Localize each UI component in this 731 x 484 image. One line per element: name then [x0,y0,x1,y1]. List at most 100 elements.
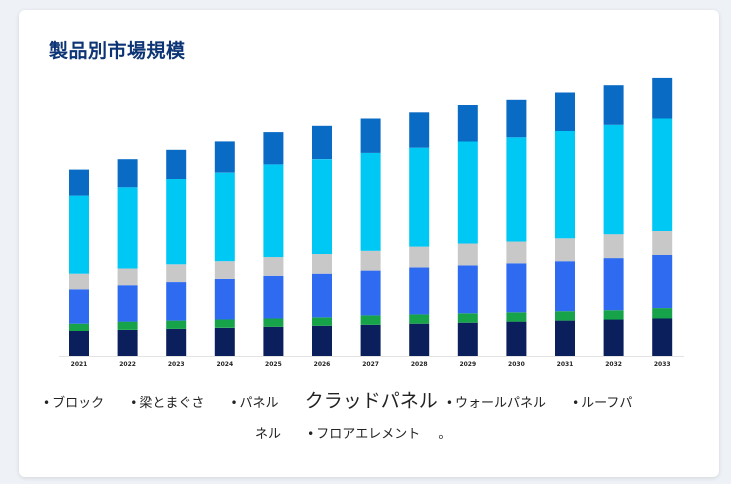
bar-segment-2028-3[interactable] [409,246,430,268]
bar-segment-2029-0[interactable] [457,322,478,356]
bar-segment-2021-3[interactable] [69,273,89,290]
bar-segment-2028-4[interactable] [409,147,430,247]
bar-segment-2029-5[interactable] [457,105,478,142]
bar-segment-2025-0[interactable] [263,326,284,356]
bar-segment-2032-4[interactable] [603,124,624,235]
bar-segment-2023-3[interactable] [166,264,187,282]
bar-segment-2026-2[interactable] [312,273,332,318]
bar-segment-2030-1[interactable] [506,312,527,322]
bar-segment-2024-4[interactable] [214,172,235,262]
legend-item-beam[interactable]: • 梁とまぐさ [130,388,204,419]
legend-item-block[interactable]: • ブロック [43,388,104,419]
bar-segment-2023-1[interactable] [166,320,187,329]
bar-segment-2022-1[interactable] [117,321,138,330]
bar-segment-2033-1[interactable] [652,308,673,319]
bar-segment-2025-3[interactable] [263,257,284,276]
bar-segment-2026-3[interactable] [312,253,332,274]
bar-segment-2026-5[interactable] [312,125,332,160]
bar-segment-2023-4[interactable] [166,178,187,265]
bar-segment-2022-3[interactable] [117,268,138,286]
bar-segment-2032-3[interactable] [603,234,624,259]
bar-segment-2024-1[interactable] [214,319,235,328]
bar-segment-2032-2[interactable] [603,258,624,311]
bar-segment-2025-1[interactable] [263,318,284,327]
bar-segment-2025-2[interactable] [263,275,284,319]
page-title: 製品別市場規模 [49,40,186,62]
bar-segment-2027-5[interactable] [360,118,381,153]
bar-segment-2021-2[interactable] [69,289,89,324]
bar-segment-2033-3[interactable] [652,231,673,255]
bar-segment-2023-5[interactable] [166,149,187,179]
bar-segment-2031-3[interactable] [555,238,575,262]
x-tick-label: 2021 [71,361,88,368]
bar-segment-2029-4[interactable] [457,141,478,244]
bar-segment-2031-4[interactable] [555,131,575,239]
legend-bullet: • [130,396,138,410]
x-tick-label: 2033 [654,361,671,368]
bar-segment-2027-2[interactable] [360,270,381,316]
x-tick-label: 2027 [362,361,379,368]
bar-segment-2029-3[interactable] [457,243,478,266]
bar-segment-2032-5[interactable] [603,85,624,125]
bar-segment-2027-4[interactable] [360,152,381,251]
bar-segment-2027-1[interactable] [360,315,381,325]
bar-segment-2022-4[interactable] [117,187,138,269]
bar-segment-2028-0[interactable] [409,323,430,356]
bar-segment-2030-4[interactable] [506,137,527,242]
legend-bullet: • [572,396,580,410]
bar-segment-2028-2[interactable] [409,267,430,315]
bar-segment-2024-2[interactable] [214,278,235,320]
legend-item-roof-panel-cont[interactable]: ネル [255,420,281,450]
bar-segment-2026-0[interactable] [312,325,332,356]
bar-segment-2030-0[interactable] [506,321,527,356]
legend-item-floor-element[interactable]: • フロアエレメント [307,419,420,450]
bar-segment-2029-2[interactable] [457,265,478,314]
chart-card: 製品別市場規模 2021 2022 2023 2024 2025 2026 2027 2028… [19,10,719,477]
bar-segment-2023-2[interactable] [166,282,187,321]
bar-segment-2033-5[interactable] [652,77,673,119]
legend-bullet: • [307,427,315,441]
bar-segment-2030-5[interactable] [506,99,527,138]
bar-segment-2033-4[interactable] [652,118,673,232]
legend-label: ウォールパネル [454,396,546,411]
bar-segment-2021-1[interactable] [69,323,89,331]
bar-segment-2028-1[interactable] [409,314,430,324]
bar-segment-2033-0[interactable] [652,318,673,357]
bar-segment-2029-1[interactable] [457,313,478,323]
bar-segment-2032-1[interactable] [603,310,624,320]
bar-segment-2022-5[interactable] [117,159,138,188]
bar-segment-2022-2[interactable] [117,285,138,322]
bar-segment-2024-3[interactable] [214,261,235,279]
bar-segment-2025-4[interactable] [263,164,284,258]
bar-segment-2028-5[interactable] [409,112,430,148]
legend-item-wall-panel[interactable]: • ウォールパネル [446,388,546,419]
bar-segment-2022-0[interactable] [117,330,138,356]
legend-item-roof-panel[interactable]: • ルーフパ [572,388,632,419]
legend-item-panel[interactable]: • パネル [230,388,278,419]
bar-segment-2031-1[interactable] [555,311,575,321]
bar-segment-2021-5[interactable] [69,169,89,196]
bar-segment-2033-2[interactable] [652,255,673,309]
legend-row-2: ネル • フロアエレメント 。 [43,419,703,450]
bar-segment-2032-0[interactable] [603,319,624,357]
bar-segment-2031-0[interactable] [555,320,575,356]
legend-bullet: • [43,396,51,410]
legend-item-clad-panel[interactable]: クラッドパネル [305,386,438,416]
x-tick-label: 2025 [265,361,282,368]
bar-segment-2021-4[interactable] [69,195,89,274]
bar-segment-2030-3[interactable] [506,241,527,264]
bar-segment-2024-5[interactable] [214,141,235,173]
bar-segment-2025-5[interactable] [263,132,284,165]
bar-segment-2031-5[interactable] [555,92,575,132]
bar-segment-2021-0[interactable] [69,331,89,356]
bar-segment-2031-2[interactable] [555,261,575,312]
x-tick-label: 2028 [411,361,428,368]
bar-segment-2030-2[interactable] [506,263,527,313]
bar-segment-2027-0[interactable] [360,324,381,356]
bar-segment-2026-4[interactable] [312,159,332,254]
bar-segment-2026-1[interactable] [312,317,332,326]
bar-segment-2023-0[interactable] [166,328,187,356]
bar-segment-2027-3[interactable] [360,250,381,271]
legend-label: フロアエレメント [316,427,421,442]
bar-segment-2024-0[interactable] [214,327,235,356]
